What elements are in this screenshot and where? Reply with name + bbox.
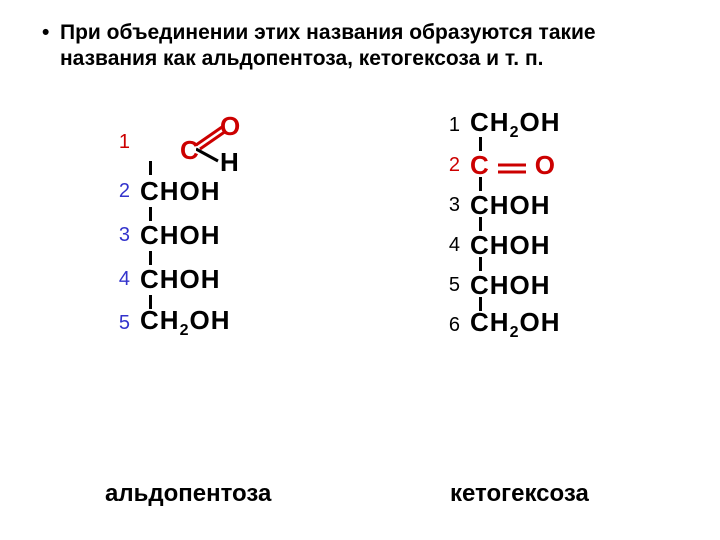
carbon-number-5: 5 (430, 274, 460, 297)
ketone-oxygen: O (535, 150, 556, 180)
ch2oh-group: CH2OH (470, 107, 560, 142)
label-aldopentose: альдопентоза (105, 480, 271, 508)
carbon-number-4: 4 (430, 234, 460, 257)
molecule-ketohexose: 1 CH2OH 2 C O 3 CHOH 4 CHOH (430, 105, 560, 345)
choh-group: CHOH (140, 220, 221, 251)
heading-text: При объединении этих названия образуются… (60, 20, 680, 73)
label-ketohexose: кетогексоза (450, 480, 589, 508)
ketone-group: C O (470, 150, 556, 181)
double-bond-icon (496, 160, 528, 178)
carbon-number-4: 4 (100, 268, 130, 291)
carbon-number-1: 1 (430, 114, 460, 137)
ch2oh-group: CH2OH (140, 305, 230, 340)
aldehyde-group: C O H (180, 117, 300, 167)
choh-group: CHOH (470, 190, 551, 221)
choh-group: CHOH (140, 264, 221, 295)
single-bond-icon (196, 147, 226, 167)
carbon-number-6: 6 (430, 314, 460, 337)
ketone-carbon: C (470, 150, 490, 180)
carbon-number-3: 3 (430, 194, 460, 217)
carbon-number-2: 2 (100, 180, 130, 203)
carbon-number-1: 1 (100, 131, 130, 154)
carbon-number-2: 2 (430, 154, 460, 177)
choh-group: CHOH (470, 230, 551, 261)
choh-group: CHOH (140, 176, 221, 207)
molecule-aldopentose: 1 C O H 2 CHOH (100, 115, 300, 345)
choh-group: CHOH (470, 270, 551, 301)
carbon-number-3: 3 (100, 224, 130, 247)
carbon-number-5: 5 (100, 312, 130, 335)
ch2oh-group: CH2OH (470, 307, 560, 342)
diagram-container: 1 C O H 2 CHOH (0, 115, 720, 495)
